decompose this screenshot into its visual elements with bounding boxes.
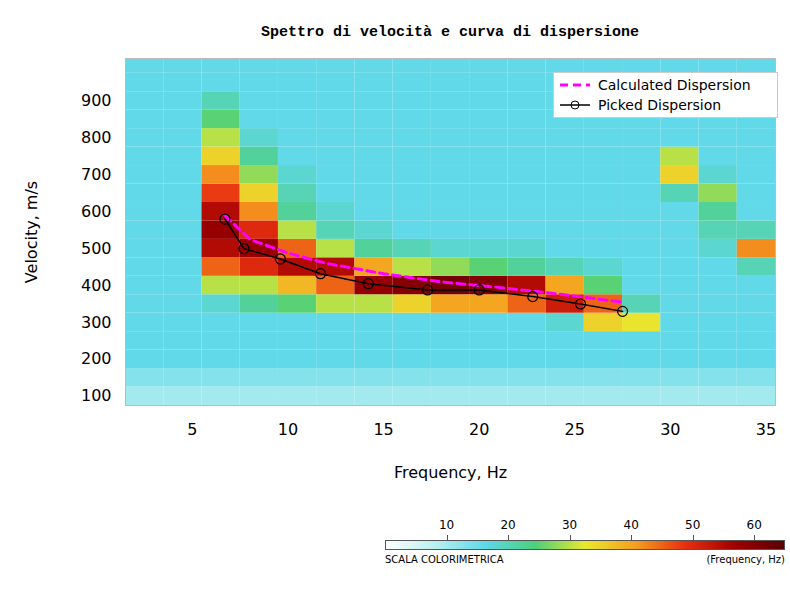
svg-text:500: 500 — [81, 239, 112, 258]
html-text:50: 50 — [685, 518, 701, 532]
svg-text:15: 15 — [373, 420, 393, 439]
html-text:Calculated Dispersion: Calculated Dispersion — [598, 77, 751, 93]
svg-text:400: 400 — [81, 276, 112, 295]
svg-text:800: 800 — [81, 128, 112, 147]
svg-text:Frequency, Hz: Frequency, Hz — [394, 463, 507, 482]
svg-text:100: 100 — [81, 386, 112, 405]
html-text:(Frequency, Hz): (Frequency, Hz) — [706, 554, 785, 565]
svg-text:900: 900 — [81, 91, 112, 110]
html-text:60: 60 — [746, 518, 762, 532]
svg-text:Velocity, m/s: Velocity, m/s — [22, 181, 41, 283]
svg-text:200: 200 — [81, 349, 112, 368]
html-text:SCALA COLORIMETRICA: SCALA COLORIMETRICA — [385, 554, 504, 565]
html-text:Picked Dispersion: Picked Dispersion — [598, 97, 722, 113]
svg-text:5: 5 — [187, 420, 197, 439]
svg-text:25: 25 — [565, 420, 585, 439]
html-text:30: 30 — [562, 518, 578, 532]
svg-text:20: 20 — [469, 420, 489, 439]
html-text:10: 10 — [438, 518, 455, 532]
svg-text:10: 10 — [278, 420, 298, 439]
svg-text:30: 30 — [660, 420, 680, 439]
html-text:20: 20 — [500, 518, 516, 532]
html-text:40: 40 — [623, 518, 639, 532]
svg-text:35: 35 — [756, 420, 776, 439]
svg-text:300: 300 — [81, 313, 112, 332]
html-text:Spettro di velocità e curva di: Spettro di velocità e curva di dispersio… — [261, 24, 639, 41]
svg-text:700: 700 — [81, 165, 112, 184]
svg-text:600: 600 — [81, 202, 112, 221]
